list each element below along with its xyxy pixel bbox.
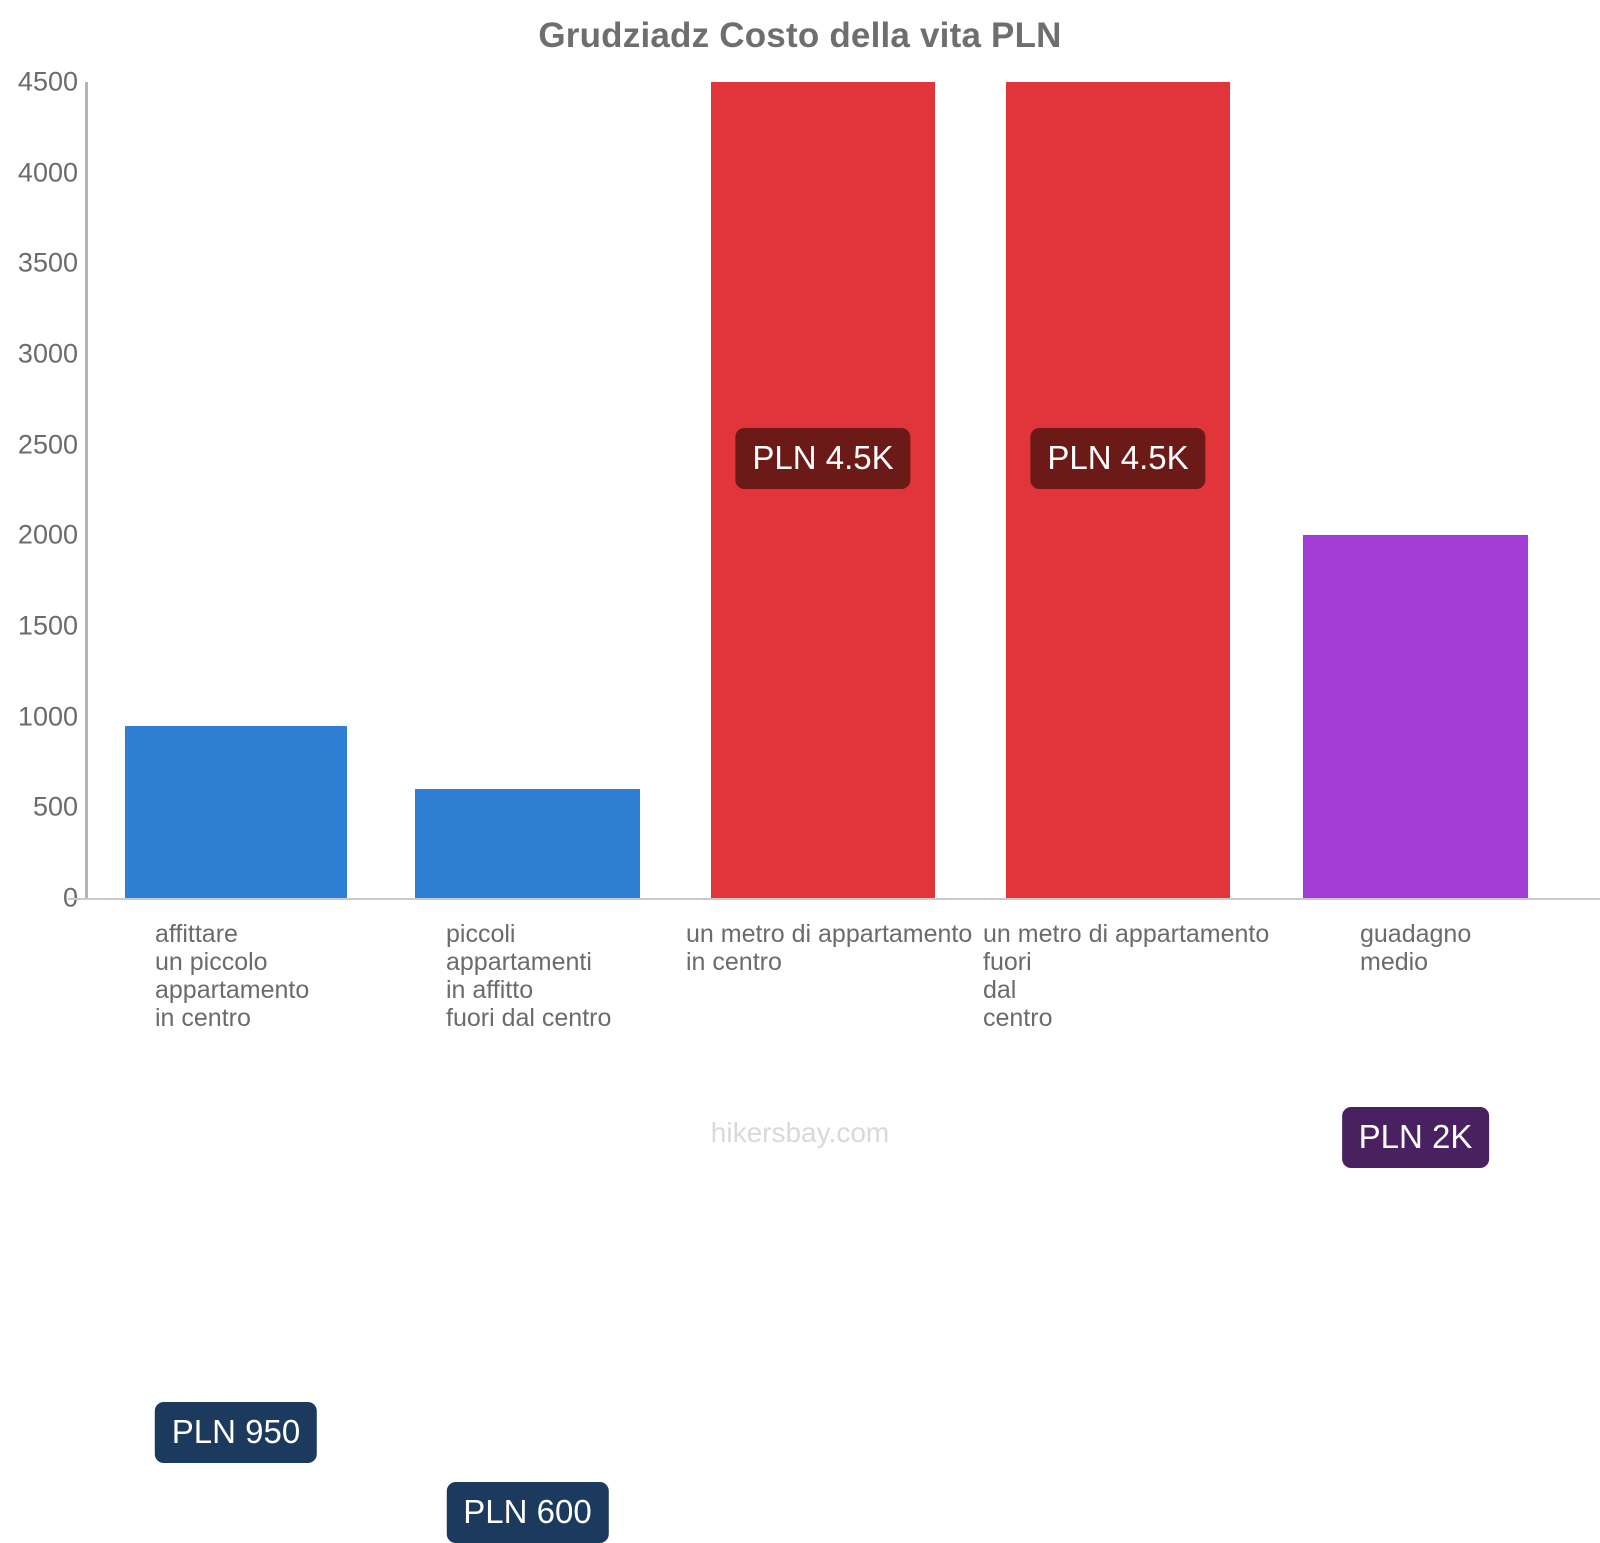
y-axis-tick-label: 2500 <box>17 429 78 460</box>
bar-value-label: PLN 4.5K <box>735 428 911 489</box>
watermark: hikersbay.com <box>710 1117 890 1148</box>
x-axis-line <box>68 898 1600 900</box>
y-axis-tick-label: 2000 <box>17 519 78 550</box>
bar[interactable]: PLN 4.5K <box>711 82 935 898</box>
bar[interactable]: PLN 950 <box>125 725 347 1464</box>
x-axis-category-label: affittare un piccolo appartamento in cen… <box>155 920 310 1032</box>
x-axis-category-label: guadagno medio <box>1360 920 1472 976</box>
x-axis-category-label: piccoli appartamenti in affitto fuori da… <box>446 920 612 1032</box>
y-axis-tick-labels: 4500 4000 3500 3000 2500 2000 1500 1000 500 0 <box>0 0 78 1200</box>
x-axis-category-label: un metro di appartamento in centro <box>686 920 973 976</box>
bar[interactable]: PLN 600 <box>415 789 640 1543</box>
bar[interactable]: PLN 4.5K <box>1006 82 1230 898</box>
y-axis-tick-label: 0 <box>6 883 78 914</box>
y-axis-tick-label: 3000 <box>17 338 78 369</box>
x-axis-category-label: un metro di appartamento fuori dal centr… <box>983 920 1270 1032</box>
y-axis-line <box>85 82 88 899</box>
bar-value-label: PLN 600 <box>446 1482 609 1543</box>
bar-value-label: PLN 4.5K <box>1030 428 1206 489</box>
y-axis-tick-label: 1000 <box>17 701 78 732</box>
y-axis-tick-label: 4000 <box>17 157 78 188</box>
bar-value-label: PLN 950 <box>154 1402 318 1464</box>
y-axis-tick-label: 4500 <box>17 66 78 97</box>
y-axis-tick-label: 3500 <box>17 247 78 278</box>
y-axis-tick-label: 1500 <box>17 610 78 641</box>
bar[interactable]: PLN 2K <box>1303 535 1528 1168</box>
bar-value-label: PLN 2K <box>1341 1106 1490 1168</box>
page-title: Grudziadz Costo della vita PLN <box>538 16 1062 55</box>
y-axis-tick-label: 500 <box>32 791 78 822</box>
plot-area: PLN 950 PLN 600 PLN 4.5K PLN 4.5K PLN 2K <box>85 82 1600 1543</box>
